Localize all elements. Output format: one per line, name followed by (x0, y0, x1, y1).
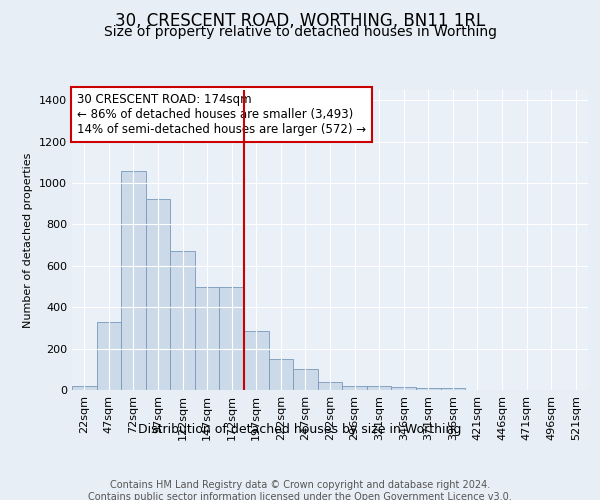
Text: Distribution of detached houses by size in Worthing: Distribution of detached houses by size … (139, 422, 461, 436)
Text: 30 CRESCENT ROAD: 174sqm
← 86% of detached houses are smaller (3,493)
14% of sem: 30 CRESCENT ROAD: 174sqm ← 86% of detach… (77, 93, 366, 136)
Bar (318, 382, 342, 390)
Text: 30, CRESCENT ROAD, WORTHING, BN11 1RL: 30, CRESCENT ROAD, WORTHING, BN11 1RL (115, 12, 485, 30)
Bar (367, 386, 391, 390)
Bar (391, 387, 416, 390)
Bar (269, 359, 293, 390)
Bar (244, 331, 269, 390)
Bar (293, 370, 318, 390)
Bar (440, 388, 465, 390)
Bar (220, 286, 244, 390)
Bar (72, 386, 97, 390)
Bar (121, 170, 146, 390)
Bar (416, 388, 440, 390)
Text: Size of property relative to detached houses in Worthing: Size of property relative to detached ho… (104, 25, 497, 39)
Bar (170, 252, 195, 390)
Bar (342, 386, 367, 390)
Y-axis label: Number of detached properties: Number of detached properties (23, 152, 34, 328)
Bar (97, 322, 121, 390)
Bar (146, 198, 170, 390)
Text: Contains HM Land Registry data © Crown copyright and database right 2024.
Contai: Contains HM Land Registry data © Crown c… (88, 480, 512, 500)
Bar (195, 286, 220, 390)
